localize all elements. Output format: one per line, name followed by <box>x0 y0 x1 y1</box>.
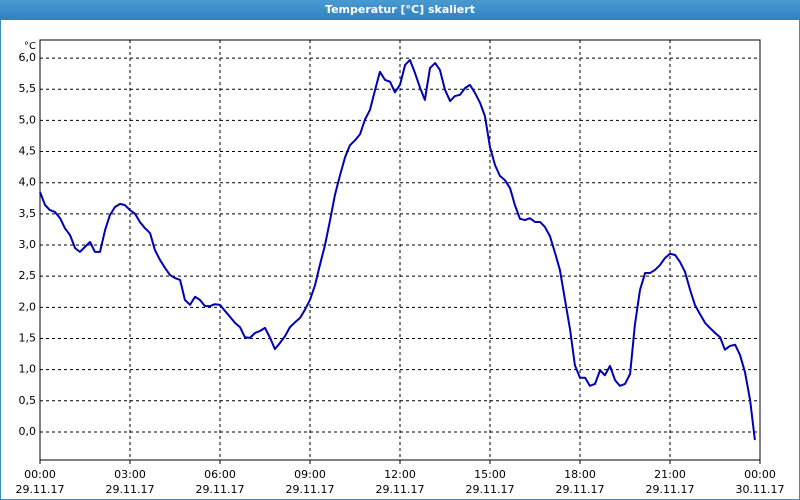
y-tick-label: 5,5 <box>19 82 37 95</box>
x-tick-date: 29.11.17 <box>646 483 695 496</box>
y-tick-label: 2,0 <box>19 300 37 313</box>
chart-title: Temperatur [°C] skaliert <box>325 3 475 16</box>
y-tick-label: 3,5 <box>19 207 37 220</box>
x-tick-date: 30.11.17 <box>736 483 785 496</box>
x-tick-label: 00:00 <box>744 468 776 481</box>
y-tick-label: 1,0 <box>19 363 37 376</box>
y-tick-label: 5,0 <box>19 113 37 126</box>
y-unit: °C <box>24 41 36 52</box>
x-tick-label: 09:00 <box>294 468 326 481</box>
x-tick-label: 03:00 <box>114 468 146 481</box>
x-tick-date: 29.11.17 <box>106 483 155 496</box>
x-tick-date: 29.11.17 <box>466 483 515 496</box>
x-tick-date: 29.11.17 <box>376 483 425 496</box>
x-tick-label: 00:00 <box>24 468 56 481</box>
title-bar <box>0 0 800 20</box>
x-tick-date: 29.11.17 <box>16 483 65 496</box>
x-tick-label: 21:00 <box>654 468 686 481</box>
x-tick-date: 29.11.17 <box>556 483 605 496</box>
x-tick-label: 15:00 <box>474 468 506 481</box>
x-tick-label: 06:00 <box>204 468 236 481</box>
y-tick-label: 2,5 <box>19 269 37 282</box>
y-tick-label: 0,5 <box>19 394 37 407</box>
x-tick-label: 12:00 <box>384 468 416 481</box>
y-tick-label: 4,5 <box>19 145 37 158</box>
y-tick-label: 4,0 <box>19 176 37 189</box>
y-tick-label: 1,5 <box>19 331 37 344</box>
y-tick-label: 0,0 <box>19 425 37 438</box>
x-tick-date: 29.11.17 <box>286 483 335 496</box>
x-tick-label: 18:00 <box>564 468 596 481</box>
data-line <box>39 58 756 441</box>
y-tick-label: 6,0 <box>19 51 37 64</box>
x-tick-date: 29.11.17 <box>196 483 245 496</box>
y-tick-label: 3,0 <box>19 238 37 251</box>
